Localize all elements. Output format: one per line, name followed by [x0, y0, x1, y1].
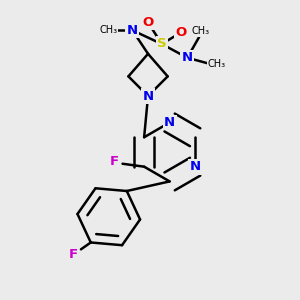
- Text: N: N: [164, 116, 175, 129]
- Text: N: N: [182, 51, 193, 64]
- Text: O: O: [142, 16, 154, 29]
- Text: CH₃: CH₃: [100, 25, 118, 35]
- Text: O: O: [176, 26, 187, 39]
- Text: S: S: [157, 38, 166, 50]
- Text: N: N: [127, 24, 138, 37]
- Text: CH₃: CH₃: [208, 58, 226, 69]
- Text: F: F: [68, 248, 78, 261]
- Text: N: N: [190, 160, 201, 173]
- Text: F: F: [110, 155, 119, 168]
- Text: CH₃: CH₃: [192, 26, 210, 36]
- Text: N: N: [142, 89, 154, 103]
